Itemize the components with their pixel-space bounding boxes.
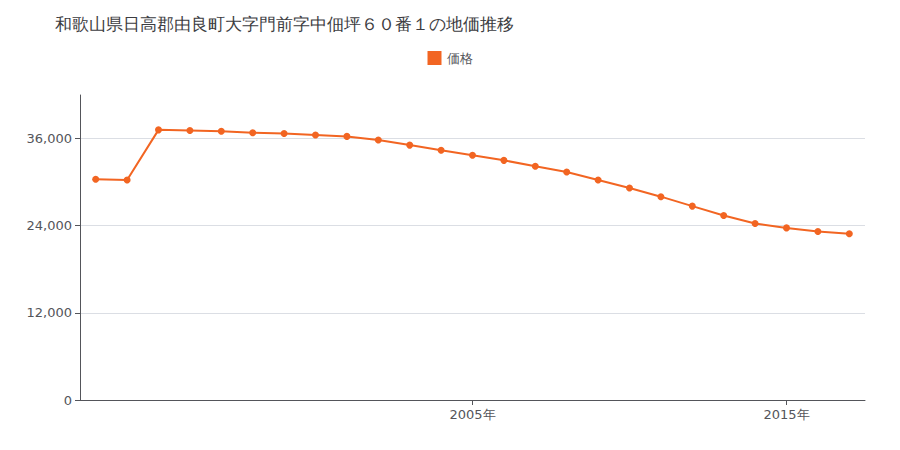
svg-text:0: 0	[64, 393, 72, 408]
svg-text:36,000: 36,000	[27, 131, 73, 146]
svg-text:12,000: 12,000	[27, 305, 73, 320]
svg-text:和歌山県日高郡由良町大字門前字中佃坪６０番１の地価推移: 和歌山県日高郡由良町大字門前字中佃坪６０番１の地価推移	[55, 14, 514, 34]
svg-text:価格: 価格	[447, 51, 473, 66]
svg-text:2015年: 2015年	[763, 407, 809, 422]
svg-text:2005年: 2005年	[449, 407, 495, 422]
svg-text:24,000: 24,000	[27, 218, 73, 233]
